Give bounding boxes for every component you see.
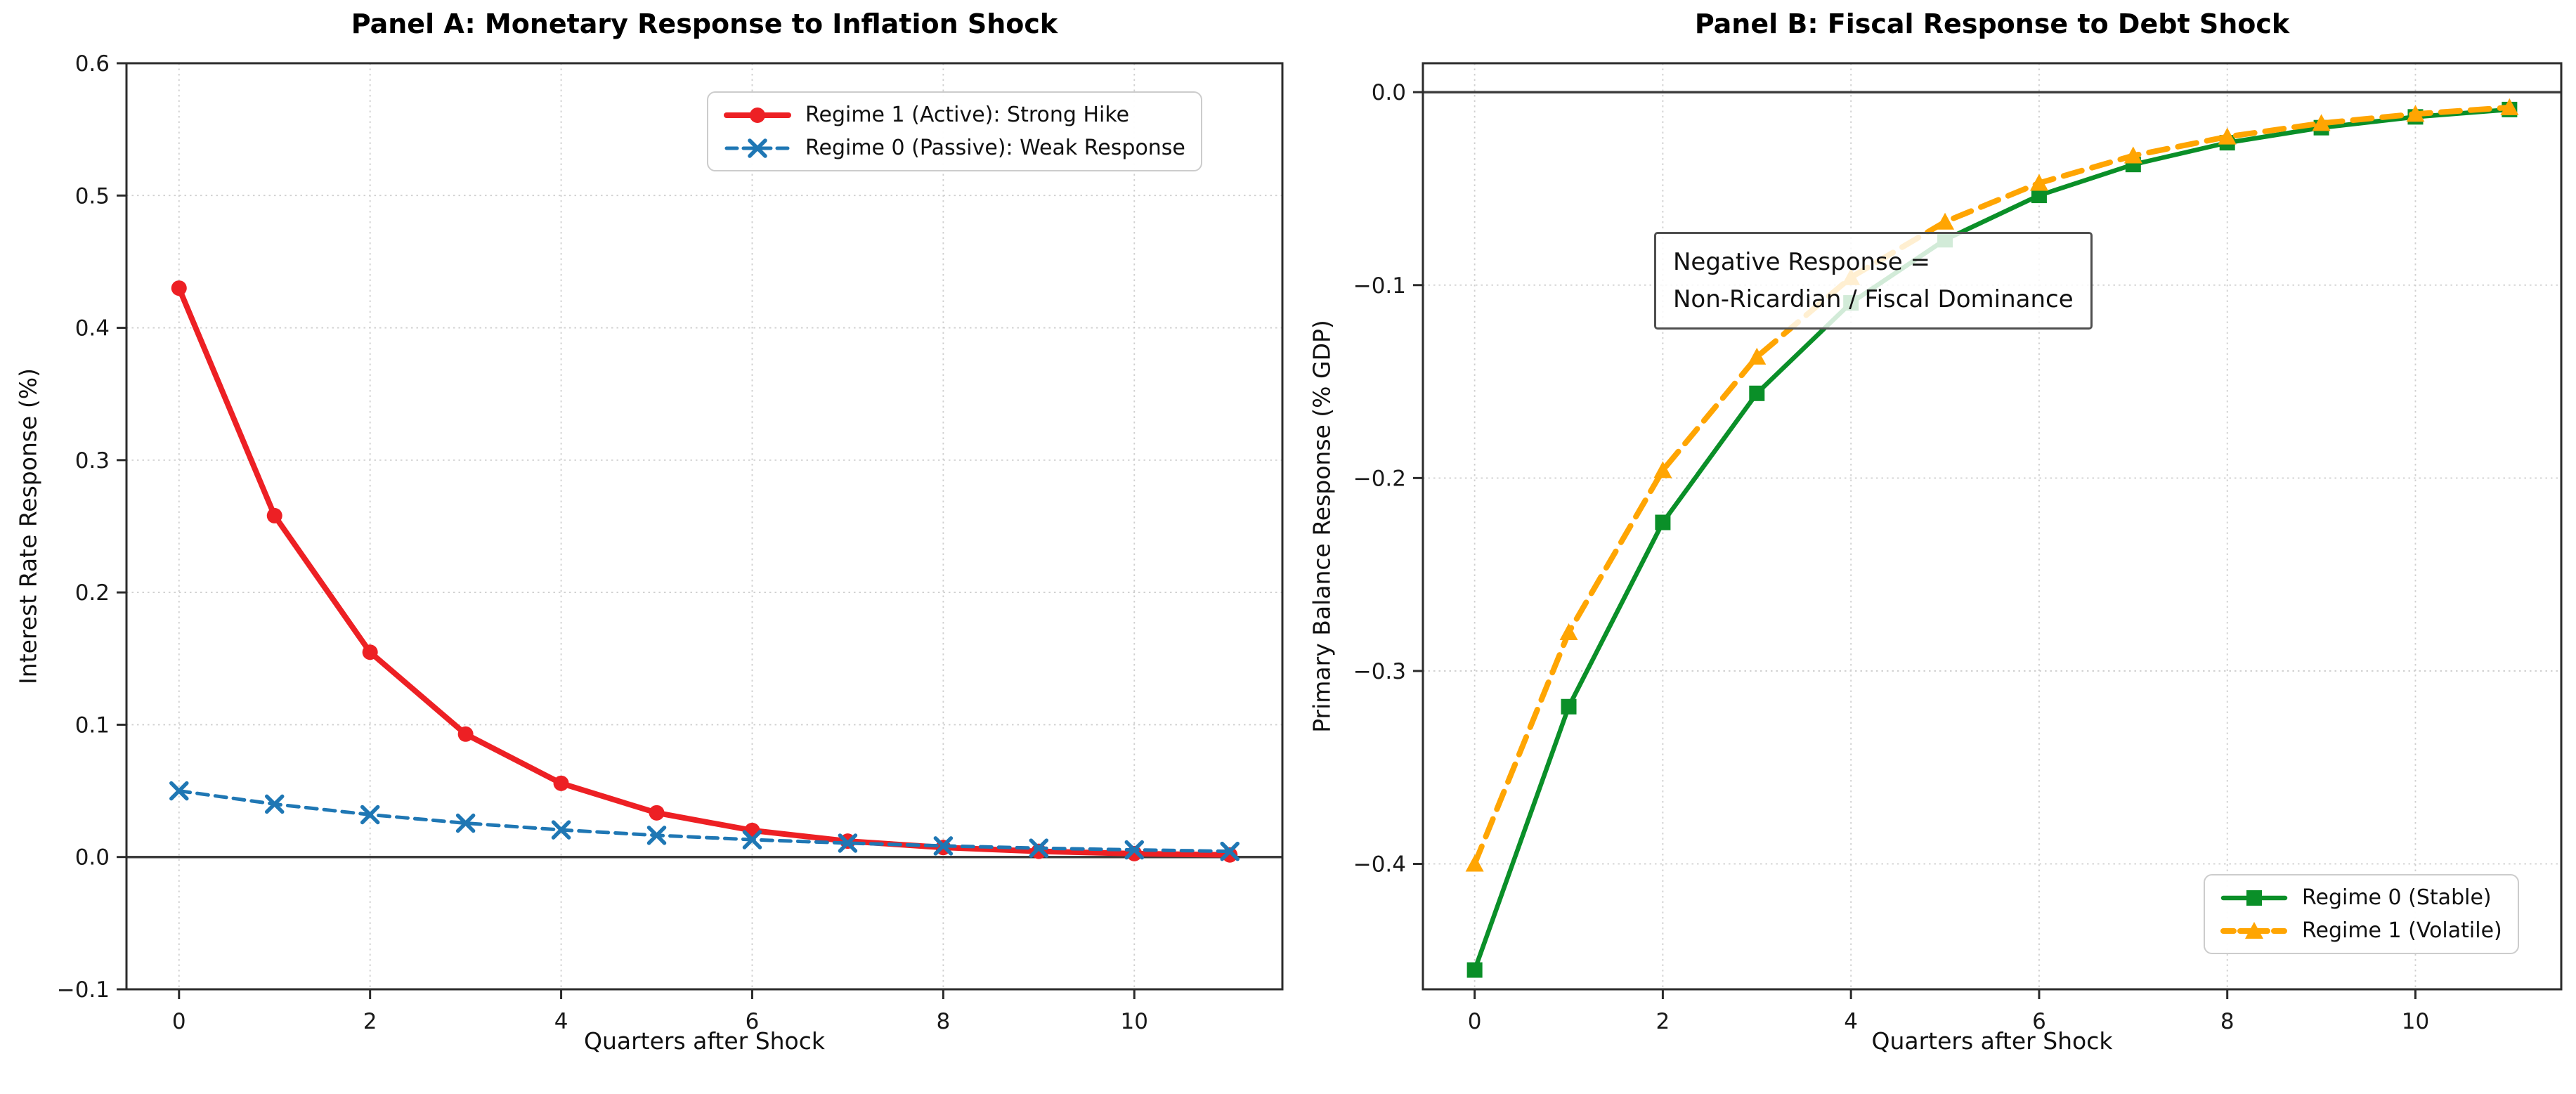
series-line [176, 285, 1233, 858]
data-point-marker [360, 805, 380, 825]
data-point-marker [742, 830, 762, 849]
data-point-marker [2245, 921, 2263, 939]
legend-item: Regime 0 (Stable) [2220, 885, 2502, 910]
data-point-marker [2246, 890, 2262, 906]
y-tick-label: −0.4 [1353, 852, 1406, 878]
legend-swatch-square-icon [2220, 890, 2288, 906]
legend-label: Regime 1 (Volatile) [2302, 918, 2502, 943]
x-tick-label: 8 [2220, 1009, 2235, 1034]
x-tick-label: 4 [1844, 1009, 1858, 1034]
y-tick-label: −0.2 [1353, 466, 1406, 491]
data-point-marker [1029, 838, 1049, 858]
x-tick-label: 6 [746, 1009, 760, 1034]
x-tick-label: 4 [554, 1009, 568, 1034]
data-point-marker [1936, 212, 1955, 230]
data-point-marker [1655, 514, 1671, 530]
data-point-marker [1220, 841, 1240, 861]
data-point-marker [266, 507, 282, 523]
data-point-marker [1749, 385, 1765, 401]
x-tick-label: 10 [1121, 1009, 1148, 1034]
data-point-marker [2218, 127, 2237, 145]
data-point-marker [553, 775, 569, 791]
data-point-marker [169, 781, 189, 801]
series-line [1471, 104, 2513, 867]
panel-a: 0 2 4 6 8 10 −0.1 0.0 0.1 0.2 0.3 0.4 0.5 0.6 Panel A… [14, 8, 1284, 1055]
y-tick-label: 0.6 [75, 51, 110, 77]
y-tick-label: 0.5 [75, 183, 110, 209]
panel-a-y-axis-label: Interest Rate Response (%) [14, 368, 42, 684]
annotation-line-1: Negative Response = [1673, 248, 1930, 276]
panel-b-title: Panel B: Fiscal Response to Debt Shock [1694, 8, 2290, 39]
data-point-marker [551, 820, 571, 840]
data-point-marker [2312, 114, 2331, 131]
legend-label: Regime 0 (Stable) [2302, 885, 2492, 910]
data-point-marker [748, 138, 767, 158]
x-tick-label: 0 [172, 1009, 186, 1034]
legend-item: Regime 1 (Volatile) [2220, 918, 2502, 943]
panel-b-legend: Regime 0 (Stable) Regime 1 (Volatile) [2204, 874, 2519, 954]
annotation-line-2: Non-Ricardian / Fiscal Dominance [1673, 285, 2074, 313]
annotation-box: Negative Response = Non-Ricardian / Fisc… [1654, 232, 2093, 330]
series-line [177, 789, 1232, 854]
y-tick-label: 0.0 [1372, 80, 1406, 105]
data-point-marker [1748, 347, 1767, 365]
legend-item: Regime 1 (Active): Strong Hike [724, 103, 1185, 127]
axes-frame [125, 62, 1284, 991]
panel-a-title: Panel A: Monetary Response to Inflation … [351, 8, 1058, 39]
y-tick-label: 0.2 [75, 580, 110, 606]
y-tick-label: 0.1 [75, 712, 110, 738]
legend-label: Regime 0 (Passive): Weak Response [805, 136, 1185, 160]
data-point-marker [2029, 174, 2048, 191]
data-point-marker [2031, 188, 2047, 204]
legend-item: Regime 0 (Passive): Weak Response [724, 136, 1185, 160]
panel-a-legend: Regime 1 (Active): Strong Hike Regime 0 (… [707, 91, 1202, 171]
data-point-marker [649, 805, 665, 821]
data-point-marker [933, 836, 954, 856]
data-point-marker [457, 726, 474, 742]
x-tick-label: 2 [1656, 1009, 1670, 1034]
data-point-marker [455, 813, 476, 833]
data-point-marker [750, 107, 765, 123]
data-point-marker [1466, 962, 1483, 978]
panel-b-y-axis-label: Primary Balance Response (% GDP) [1308, 320, 1336, 733]
data-point-marker [2123, 146, 2142, 164]
legend-swatch-x-icon [724, 138, 791, 158]
series-line [1472, 107, 2512, 972]
x-tick-label: 2 [363, 1009, 377, 1034]
x-tick-label: 10 [2402, 1009, 2429, 1034]
y-tick-label: 0.4 [75, 316, 110, 341]
data-point-marker [264, 794, 285, 814]
data-point-marker [2500, 98, 2519, 115]
data-point-marker [838, 833, 858, 853]
y-tick-label: −0.1 [57, 977, 110, 1003]
x-tick-label: 0 [1468, 1009, 1482, 1034]
panel-b-x-axis-label: Quarters after Shock [1871, 1027, 2113, 1055]
legend-swatch-circle-icon [724, 107, 791, 123]
data-point-marker [1124, 840, 1145, 860]
x-tick-label: 6 [2032, 1009, 2046, 1034]
x-tick-label: 8 [937, 1009, 951, 1034]
y-tick-label: 0.0 [75, 845, 110, 871]
data-point-marker [1559, 623, 1578, 641]
data-point-marker [171, 280, 187, 297]
panel-a-plot-area: 0 2 4 6 8 10 −0.1 0.0 0.1 0.2 0.3 0.4 0.5 0.6 [57, 51, 1284, 1034]
data-point-marker [646, 826, 667, 845]
axes-frame [1422, 62, 2563, 991]
data-point-marker [1561, 698, 1577, 715]
y-tick-label: −0.3 [1353, 659, 1406, 684]
panel-a-x-axis-label: Quarters after Shock [583, 1027, 826, 1055]
legend-label: Regime 1 (Active): Strong Hike [805, 103, 1130, 127]
data-point-marker [362, 644, 378, 660]
data-point-marker [1465, 854, 1484, 872]
data-point-marker [1653, 461, 1672, 478]
panel-b: 0 2 4 6 8 10 −0.4 −0.3 −0.2 −0.1 0.0 Panel B: Fisc… [1288, 0, 2576, 1094]
y-tick-label: 0.3 [75, 448, 110, 474]
legend-swatch-triangle-icon [2220, 921, 2288, 939]
data-point-marker [2406, 105, 2425, 122]
y-tick-label: −0.1 [1353, 273, 1406, 299]
